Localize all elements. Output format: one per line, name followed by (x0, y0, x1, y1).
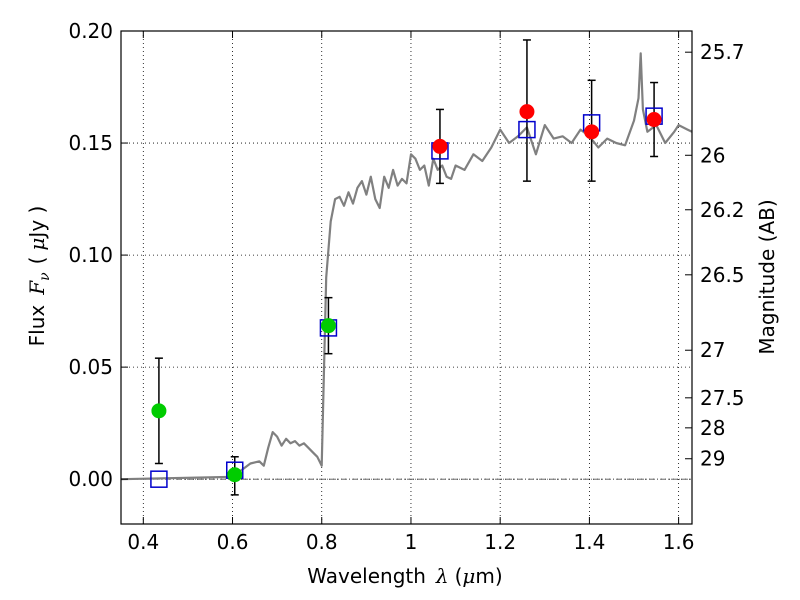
spectrum-line (120, 52, 693, 481)
x-axis-label: Wavelength λ (μm) (307, 564, 502, 588)
x-tick-label: 1 (405, 530, 418, 554)
observed-point-marker (432, 138, 448, 154)
error-bars (154, 39, 659, 496)
x-tick-label: 0.8 (306, 530, 338, 554)
y-tick-label: 0.15 (68, 131, 113, 155)
axis-ticks (121, 30, 692, 524)
y-axis-label: FluxFν(μJy ) (25, 206, 53, 347)
y2-tick-label: 26.2 (700, 198, 745, 222)
y2-tick-label: 27 (700, 338, 725, 362)
y-tick-label: 0.05 (68, 355, 113, 379)
x-tick-label: 0.6 (217, 530, 249, 554)
x-tick-label: 1.6 (663, 530, 695, 554)
observed-point-marker (320, 318, 336, 334)
y2-tick-label: 27.5 (700, 386, 745, 410)
grid (121, 30, 692, 524)
observed-point-marker (519, 104, 535, 120)
observed-point-marker (227, 467, 243, 483)
y-tick-label: 0.10 (68, 243, 113, 267)
x-tick-label: 1.2 (484, 530, 516, 554)
y2-axis-label: Magnitude (AB) (755, 199, 779, 354)
y2-tick-label: 25.7 (700, 40, 745, 64)
model-square-marker (518, 120, 536, 139)
data-markers (150, 104, 663, 488)
observed-point-marker (151, 403, 167, 419)
y-tick-label: 0.20 (68, 19, 113, 43)
observed-point-marker (584, 124, 600, 140)
y-tick-label: 0.00 (68, 467, 113, 491)
plot-frame (120, 30, 693, 525)
y2-tick-label: 26 (700, 143, 725, 167)
model-square-marker (150, 470, 168, 488)
x-tick-label: 1.4 (573, 530, 605, 554)
y2-tick-label: 28 (700, 416, 725, 440)
model-spectrum (120, 52, 693, 481)
x-tick-label: 0.4 (127, 530, 159, 554)
observed-point-marker (646, 112, 662, 128)
y2-tick-label: 26.5 (700, 263, 745, 287)
tick-labels: 0.4 0.6 0.8 1 1.2 1.4 1.6 0.00 0.05 0.10 0.15 0.20 2… (68, 19, 744, 554)
y2-tick-label: 29 (700, 447, 725, 471)
